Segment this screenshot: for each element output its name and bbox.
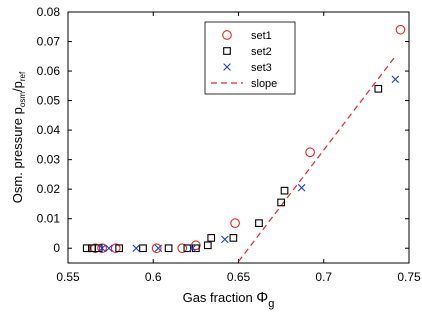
- set1-point: [177, 243, 188, 254]
- set3-point: [297, 183, 306, 192]
- set2-point: [203, 241, 212, 250]
- y-tick-label: 0: [53, 241, 60, 255]
- y-tick-label: 0.08: [37, 5, 61, 19]
- slope-line: [238, 55, 396, 262]
- set2-point: [280, 186, 289, 195]
- set2-point: [255, 219, 263, 227]
- set2-point: [183, 244, 192, 253]
- set1-point: [191, 240, 201, 251]
- legend-set3-swatch: [223, 63, 231, 71]
- x-tick-label: 0.7: [315, 270, 332, 284]
- data-points: [82, 24, 406, 262]
- set2-point: [139, 244, 147, 253]
- y-tick-label: 0.01: [37, 212, 61, 226]
- set3-point: [105, 244, 113, 253]
- set2-point: [374, 84, 383, 93]
- set1-point: [305, 147, 315, 158]
- y-tick-label: 0.02: [37, 182, 61, 196]
- x-tick-label: 0.65: [227, 270, 251, 284]
- y-tick-label: 0.07: [37, 35, 61, 49]
- set3-point: [221, 235, 229, 244]
- x-tick-label: 0.75: [397, 270, 421, 284]
- set3-point: [391, 75, 400, 84]
- x-axis-label: Gas fraction Φg: [183, 289, 275, 310]
- set1-point: [110, 243, 121, 254]
- legend-set1-label: set1: [251, 30, 272, 42]
- set2-point: [207, 234, 216, 242]
- set1-point: [97, 243, 107, 254]
- y-tick-label: 0.04: [37, 123, 61, 137]
- y-tick-label: 0.03: [37, 153, 61, 167]
- y-tick-label: 0.06: [37, 64, 61, 78]
- legend-set2-swatch: [223, 47, 231, 55]
- set3-point: [188, 244, 197, 253]
- set2-point: [277, 198, 285, 207]
- legend: set1 set2 set3 slope: [204, 21, 296, 95]
- set1-point: [230, 218, 240, 228]
- x-tick-label: 0.55: [56, 270, 80, 284]
- legend-box: [204, 21, 296, 95]
- set2-point: [82, 244, 91, 253]
- y-tick-label: 0.05: [37, 94, 61, 108]
- set1-point: [395, 24, 406, 35]
- set2-point: [192, 244, 200, 253]
- set3-point: [98, 244, 106, 253]
- y-axis-label: Osm. pressure posm/pref: [10, 71, 27, 203]
- legend-slope-label: slope: [251, 78, 277, 90]
- set1-point: [151, 243, 162, 254]
- axes: 0.55 0.6 0.65 0.7 0.75 0 0.01 0.02 0.03 0.04 0.05 0…: [37, 5, 421, 284]
- set2-point: [229, 234, 238, 242]
- set2-point: [115, 244, 123, 253]
- set1-point: [90, 243, 101, 254]
- x-tick-label: 0.6: [145, 270, 162, 284]
- legend-set1-swatch: [222, 30, 232, 40]
- set3-point: [154, 244, 163, 253]
- legend-set2-label: set2: [251, 46, 272, 58]
- set2-point: [164, 244, 173, 253]
- set3-point: [132, 244, 140, 253]
- legend-set3-label: set3: [251, 62, 272, 74]
